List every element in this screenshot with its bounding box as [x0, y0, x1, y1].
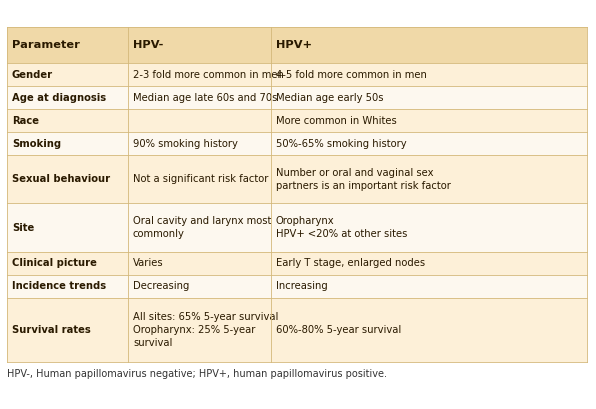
Bar — [7, 252, 587, 275]
Text: Age at diagnosis: Age at diagnosis — [12, 93, 106, 103]
Text: HPV-, Human papillomavirus negative; HPV+, human papillomavirus positive.: HPV-, Human papillomavirus negative; HPV… — [7, 369, 387, 379]
Text: HPV-: HPV- — [133, 40, 163, 50]
Text: Survival rates: Survival rates — [12, 325, 91, 335]
Text: 2-3 fold more common in men: 2-3 fold more common in men — [133, 70, 284, 80]
Text: Sexual behaviour: Sexual behaviour — [12, 174, 110, 184]
Text: Incidence trends: Incidence trends — [12, 281, 106, 291]
Text: Not a significant risk factor: Not a significant risk factor — [133, 174, 268, 184]
Text: 50%-65% smoking history: 50%-65% smoking history — [276, 139, 406, 149]
Text: 90% smoking history: 90% smoking history — [133, 139, 238, 149]
Text: Parameter: Parameter — [12, 40, 80, 50]
Bar — [7, 63, 587, 86]
Text: Clinical picture: Clinical picture — [12, 258, 97, 268]
Bar — [7, 298, 587, 362]
Text: Oropharynx
HPV+ <20% at other sites: Oropharynx HPV+ <20% at other sites — [276, 216, 407, 239]
Bar — [7, 203, 587, 252]
Text: 60%-80% 5-year survival: 60%-80% 5-year survival — [276, 325, 401, 335]
Bar — [7, 27, 587, 63]
Text: Decreasing: Decreasing — [133, 281, 190, 291]
Text: All sites: 65% 5-year survival
Oropharynx: 25% 5-year
survival: All sites: 65% 5-year survival Oropharyn… — [133, 312, 278, 348]
Text: Site: Site — [12, 222, 34, 233]
Text: HPV+: HPV+ — [276, 40, 312, 50]
Text: Increasing: Increasing — [276, 281, 328, 291]
Text: Number or oral and vaginal sex
partners is an important risk factor: Number or oral and vaginal sex partners … — [276, 168, 451, 191]
Text: More common in Whites: More common in Whites — [276, 116, 397, 126]
Text: Smoking: Smoking — [12, 139, 61, 149]
Bar — [7, 155, 587, 203]
Text: Gender: Gender — [12, 70, 53, 80]
Text: Oral cavity and larynx most
commonly: Oral cavity and larynx most commonly — [133, 216, 271, 239]
Text: Varies: Varies — [133, 258, 163, 268]
Text: Race: Race — [12, 116, 39, 126]
Text: Early T stage, enlarged nodes: Early T stage, enlarged nodes — [276, 258, 425, 268]
Bar — [7, 132, 587, 155]
Bar — [7, 275, 587, 298]
Text: Median age late 60s and 70s: Median age late 60s and 70s — [133, 93, 277, 103]
Text: 4-5 fold more common in men: 4-5 fold more common in men — [276, 70, 427, 80]
Bar — [7, 86, 587, 109]
Text: Median age early 50s: Median age early 50s — [276, 93, 383, 103]
Bar — [7, 109, 587, 132]
